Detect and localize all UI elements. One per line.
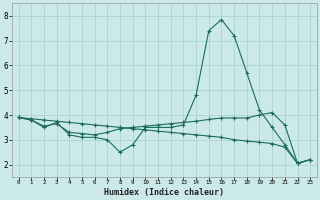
X-axis label: Humidex (Indice chaleur): Humidex (Indice chaleur) xyxy=(104,188,224,197)
